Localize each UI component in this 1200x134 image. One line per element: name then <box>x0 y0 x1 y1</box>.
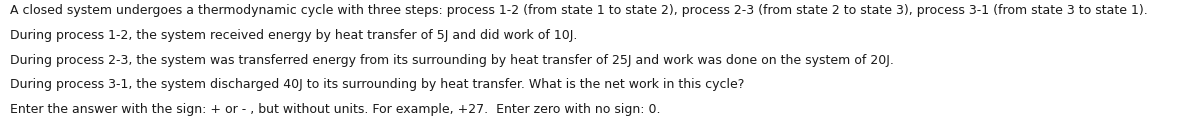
Text: During process 2-3, the system was transferred energy from its surrounding by he: During process 2-3, the system was trans… <box>10 54 894 67</box>
Text: During process 1-2, the system received energy by heat transfer of 5J and did wo: During process 1-2, the system received … <box>10 29 577 42</box>
Text: During process 3-1, the system discharged 40J to its surrounding by heat transfe: During process 3-1, the system discharge… <box>10 78 744 91</box>
Text: A closed system undergoes a thermodynamic cycle with three steps: process 1-2 (f: A closed system undergoes a thermodynami… <box>10 4 1147 17</box>
Text: Enter the answer with the sign: + or - , but without units. For example, +27.  E: Enter the answer with the sign: + or - ,… <box>10 103 660 116</box>
